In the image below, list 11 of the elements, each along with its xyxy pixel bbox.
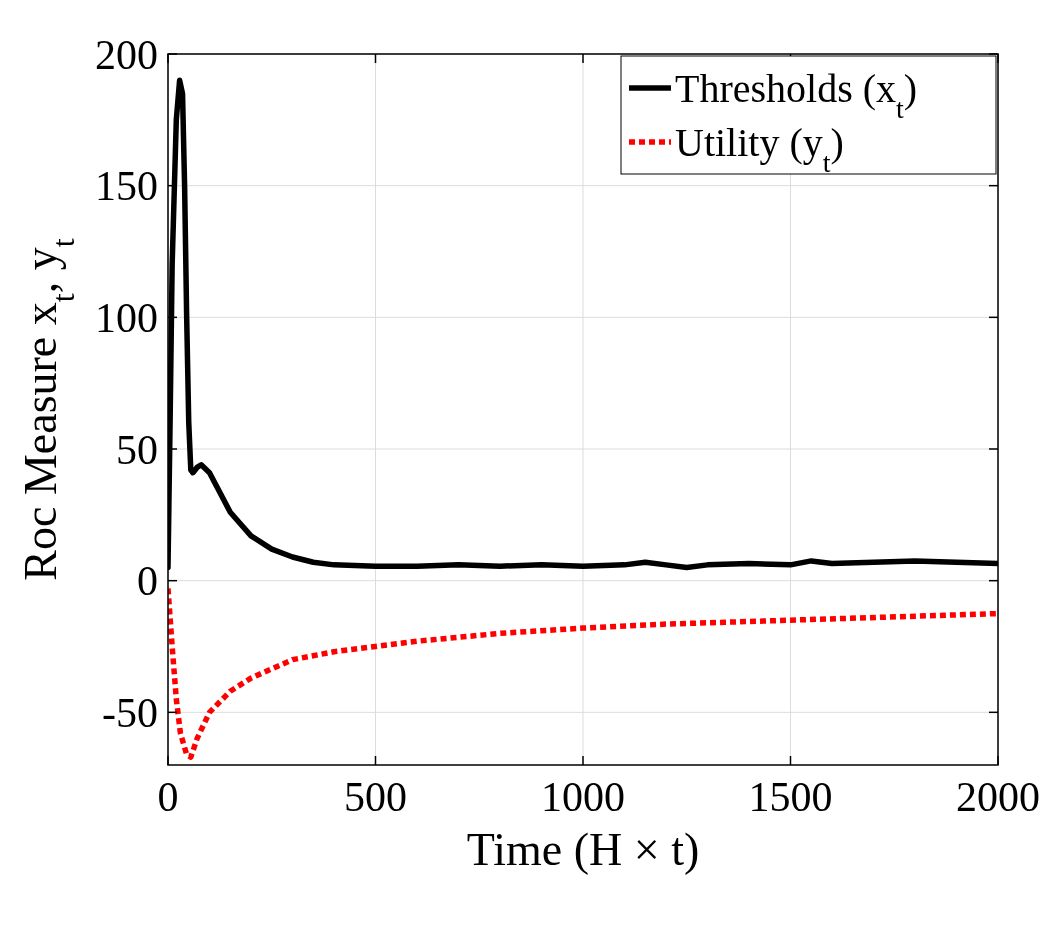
x-tick-label: 1500 (748, 774, 833, 820)
y-tick-label: 200 (95, 31, 158, 78)
y-tick-label: -50 (102, 690, 158, 737)
y-tick-label: 50 (116, 426, 158, 473)
x-axis-title: Time (H × t) (466, 824, 700, 875)
y-tick-label: 100 (95, 295, 158, 342)
x-tick-label: 500 (344, 774, 407, 820)
x-tick-label: 2000 (956, 774, 1040, 820)
x-tick-label: 1000 (541, 774, 625, 820)
y-tick-label: 0 (137, 558, 158, 605)
y-tick-label: 150 (95, 163, 158, 210)
